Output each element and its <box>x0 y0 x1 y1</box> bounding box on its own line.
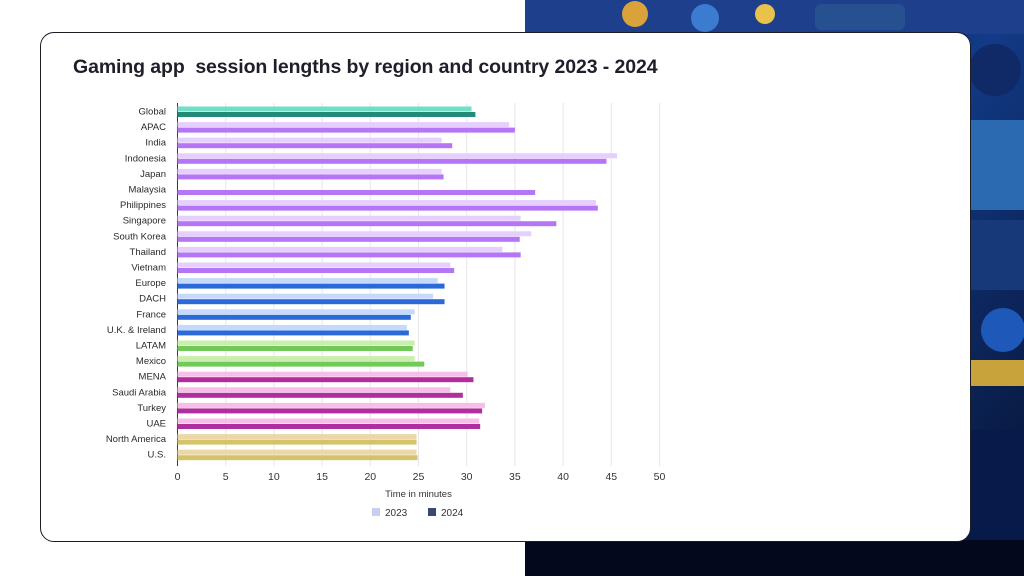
bar-2023 <box>177 387 451 393</box>
bar-2023 <box>177 434 417 440</box>
category-label: Thailand <box>130 247 166 258</box>
bar-2024 <box>177 299 445 305</box>
bar-2024 <box>177 268 455 273</box>
category-label: South Korea <box>113 231 167 242</box>
category-label: Saudi Arabia <box>112 387 167 398</box>
bar-2024 <box>177 346 413 351</box>
category-label: Europe <box>135 278 166 289</box>
x-tick-label: 45 <box>605 471 617 483</box>
bar-2024 <box>177 143 453 149</box>
category-label: U.K. & Ireland <box>107 325 166 336</box>
category-label: U.S. <box>148 450 166 461</box>
bar-2023 <box>177 356 415 362</box>
x-tick-label: 50 <box>654 471 666 483</box>
bar-2023 <box>177 137 442 143</box>
category-label: Mexico <box>136 356 166 367</box>
category-label: Global <box>139 107 166 118</box>
bar-2023 <box>177 122 510 128</box>
bar-2024 <box>177 314 411 320</box>
bar-2024 <box>177 112 476 117</box>
bar-2024 <box>177 127 515 133</box>
x-tick-label: 15 <box>316 471 328 483</box>
bar-2024 <box>177 158 607 164</box>
category-label: DACH <box>139 294 166 305</box>
bar-2023 <box>177 418 480 424</box>
bar-2023 <box>177 262 451 268</box>
x-tick-label: 10 <box>268 471 280 483</box>
bar-2023 <box>177 309 415 315</box>
bar-2024 <box>177 392 463 398</box>
category-label: Japan <box>140 169 166 180</box>
bar-2023 <box>177 106 472 112</box>
category-label: APAC <box>141 122 166 133</box>
legend-label: 2024 <box>441 508 464 519</box>
x-tick-label: 40 <box>557 471 569 483</box>
bar-2023 <box>177 324 407 330</box>
bar-2023 <box>177 200 596 206</box>
bar-2024 <box>177 252 521 258</box>
bar-2024 <box>177 236 520 242</box>
x-tick-label: 20 <box>364 471 376 483</box>
category-label: Vietnam <box>131 263 166 274</box>
category-label: MENA <box>139 372 167 383</box>
legend-swatch <box>372 508 380 516</box>
bar-2024 <box>177 424 481 429</box>
bar-2023 <box>177 168 442 174</box>
bar-2023 <box>177 402 486 408</box>
bar-2024 <box>177 221 557 227</box>
x-axis-label: Time in minutes <box>385 489 452 500</box>
x-tick-label: 35 <box>509 471 521 483</box>
bar-2023 <box>177 371 468 377</box>
category-label: Indonesia <box>125 153 167 164</box>
category-label: Malaysia <box>129 185 167 196</box>
chart-title: Gaming app session lengths by region and… <box>73 56 658 78</box>
bar-2024 <box>177 377 474 383</box>
category-label: Turkey <box>137 403 166 414</box>
category-label: India <box>145 138 166 149</box>
bar-2024 <box>177 361 425 367</box>
category-label: France <box>136 309 166 320</box>
bar-2024 <box>177 455 418 461</box>
category-label: LATAM <box>136 341 166 352</box>
bar-2023 <box>177 231 532 237</box>
bar-2024 <box>177 205 598 211</box>
x-tick-label: 25 <box>413 471 425 483</box>
category-label: North America <box>106 434 167 445</box>
bar-2024 <box>177 408 483 414</box>
legend-swatch <box>428 508 436 516</box>
bar-2023 <box>177 293 433 299</box>
bar-2023 <box>177 278 438 284</box>
bar-2023 <box>177 215 521 221</box>
category-label: UAE <box>146 419 166 430</box>
legend-label: 2023 <box>385 508 408 519</box>
bar-2023 <box>177 449 417 455</box>
bar-2024 <box>177 330 409 336</box>
bar-2023 <box>177 153 618 159</box>
bar-2024 <box>177 439 417 445</box>
category-label: Singapore <box>123 216 166 227</box>
bar-2024 <box>177 174 444 180</box>
bar-2024 <box>177 283 445 289</box>
x-tick-label: 30 <box>461 471 473 483</box>
x-tick-label: 0 <box>175 471 181 483</box>
bar-2024 <box>177 190 536 195</box>
bar-2023 <box>177 340 415 346</box>
x-tick-label: 5 <box>223 471 229 483</box>
bar-2023 <box>177 246 503 252</box>
category-label: Philippines <box>120 200 166 211</box>
